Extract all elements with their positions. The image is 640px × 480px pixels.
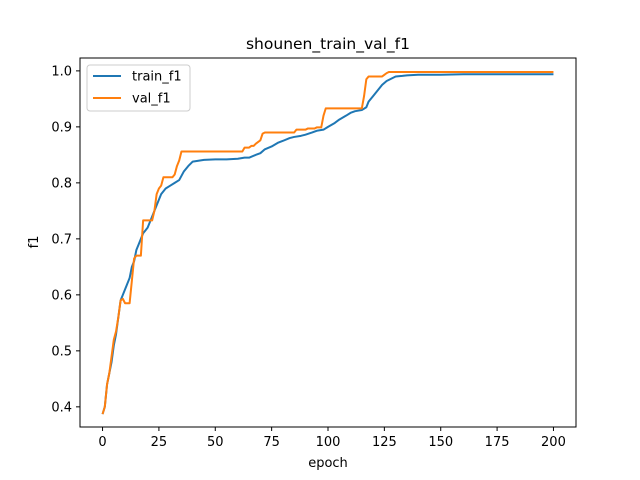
series-line-val-f1 xyxy=(101,71,554,415)
x-tick-label: 0 xyxy=(98,435,106,450)
x-tick-label: 100 xyxy=(316,435,341,450)
x-tick-label: 25 xyxy=(151,435,168,450)
y-tick-label: 0.5 xyxy=(51,344,72,359)
legend-label-train-f1: train_f1 xyxy=(132,70,182,85)
series-layer xyxy=(101,71,554,415)
y-axis-ticks: 0.4 0.5 0.6 0.7 0.8 0.9 1.0 xyxy=(51,64,80,415)
y-tick-label: 0.6 xyxy=(51,288,72,303)
legend-label-val-f1: val_f1 xyxy=(132,92,171,107)
series-line-train-f1 xyxy=(101,73,554,415)
chart-title: shounen_train_val_f1 xyxy=(246,35,410,54)
x-tick-label: 150 xyxy=(428,435,453,450)
x-tick-label: 175 xyxy=(485,435,510,450)
x-axis-label: epoch xyxy=(308,456,348,471)
x-tick-label: 125 xyxy=(372,435,397,450)
legend: train_f1 val_f1 xyxy=(86,64,191,112)
y-tick-label: 0.9 xyxy=(51,120,72,135)
y-axis-label: f1 xyxy=(27,236,42,249)
y-tick-label: 0.8 xyxy=(51,176,72,191)
x-axis-ticks: 0 25 50 75 100 125 150 175 200 xyxy=(98,427,566,450)
x-tick-label: 50 xyxy=(207,435,224,450)
y-tick-label: 1.0 xyxy=(51,64,72,79)
x-tick-label: 200 xyxy=(541,435,566,450)
x-tick-label: 75 xyxy=(263,435,280,450)
y-tick-label: 0.7 xyxy=(51,232,72,247)
y-tick-label: 0.4 xyxy=(51,400,72,415)
plot-area xyxy=(80,58,576,427)
